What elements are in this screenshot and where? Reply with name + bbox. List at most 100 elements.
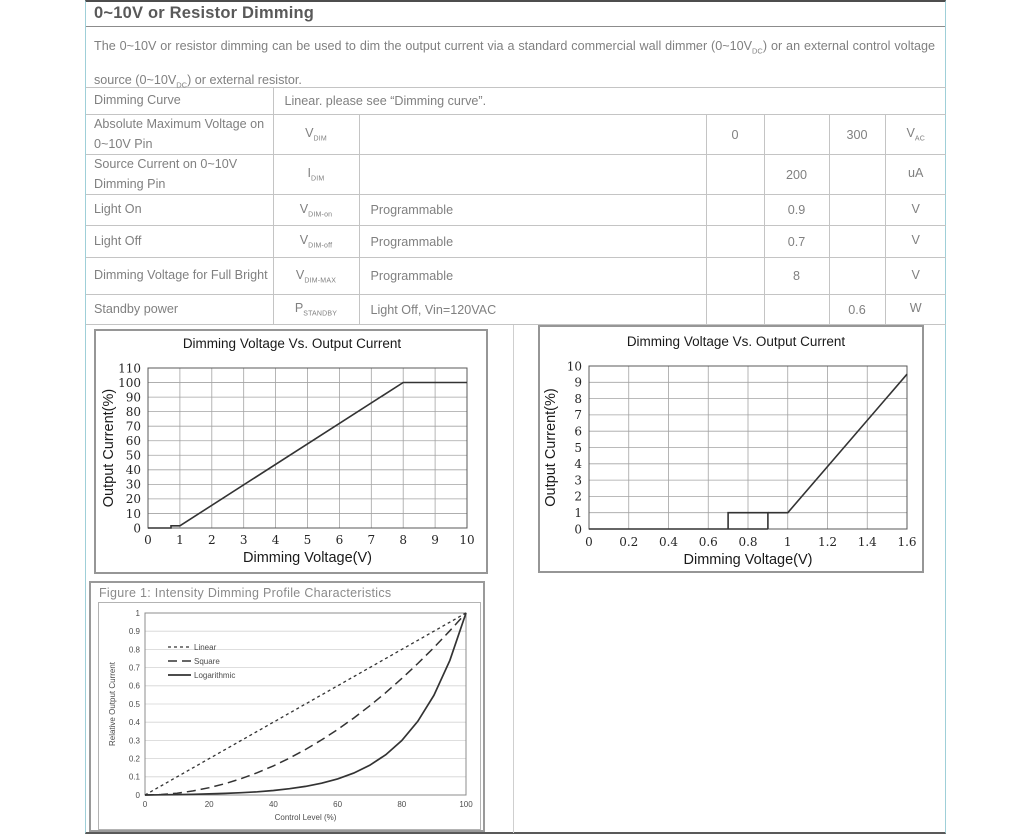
- typ-cell: [763, 113, 830, 156]
- figure-row: Figure 1: Intensity Dimming Profile Char…: [86, 575, 945, 834]
- svg-text:50: 50: [126, 449, 141, 463]
- subscript-dc: DC: [752, 46, 763, 56]
- svg-text:0.6: 0.6: [699, 535, 718, 549]
- condition-cell: [358, 154, 707, 196]
- symbol-cell: VDIM-off: [272, 225, 360, 259]
- condition-cell: Programmable: [358, 194, 707, 227]
- param-cell: Light On: [86, 194, 274, 227]
- param-cell: Source Current on 0~10V Dimming Pin: [86, 154, 274, 196]
- svg-text:10: 10: [126, 507, 141, 521]
- charts-row: 0 1 2 3 4 5 6 7 8 9 10 0 10 20 30 40 50 60 70 80 90 100 110 Dim…: [86, 325, 945, 576]
- unit-cell: V: [884, 257, 946, 296]
- param-cell: Standby power: [86, 294, 274, 326]
- svg-text:0: 0: [585, 535, 593, 549]
- unit: V: [911, 233, 920, 248]
- symbol: V: [299, 233, 309, 248]
- min-cell: [705, 294, 765, 326]
- svg-text:4: 4: [574, 457, 582, 471]
- svg-text:40: 40: [269, 800, 278, 809]
- condition-cell: [358, 113, 707, 156]
- symbol-subscript: DIM-on: [308, 211, 333, 219]
- svg-text:Linear: Linear: [194, 643, 217, 652]
- symbol: V: [299, 201, 309, 216]
- description-paragraph: The 0~10V or resistor dimming can be use…: [86, 27, 945, 90]
- param-cell: Absolute Maximum Voltage on 0~10V Pin: [86, 113, 274, 156]
- table-row: Absolute Maximum Voltage on 0~10V Pin VD…: [86, 113, 946, 156]
- table-row: Source Current on 0~10V Dimming Pin IDIM…: [86, 154, 946, 196]
- symbol-cell: PSTANDBY: [272, 294, 360, 326]
- condition-cell: Programmable: [358, 225, 707, 259]
- table-row: Standby power PSTANDBY Light Off, Vin=12…: [86, 294, 946, 326]
- typ-cell: 0.9: [763, 194, 830, 227]
- svg-text:2: 2: [574, 490, 582, 504]
- intensity-dimming-profile-chart: 0 20 40 60 80 100 0 0.1 0.2 0.3 0.4 0.5 0.6 0.7 0.8 0.9…: [108, 609, 473, 822]
- unit: V: [911, 201, 920, 216]
- svg-text:0.2: 0.2: [619, 535, 638, 549]
- unit-cell: V: [884, 225, 946, 259]
- svg-text:0: 0: [144, 533, 152, 547]
- figure-1-title: Figure 1: Intensity Dimming Profile Char…: [99, 586, 392, 601]
- symbol-subscript: STANDBY: [303, 310, 338, 318]
- table-row: Light On VDIM-on Programmable 0.9 V: [86, 194, 946, 227]
- symbol-subscript: DIM-MAX: [304, 277, 337, 285]
- max-cell: 300: [828, 113, 886, 156]
- svg-text:1: 1: [176, 533, 184, 547]
- min-cell: [705, 257, 765, 296]
- svg-text:Control Level (%): Control Level (%): [275, 813, 337, 822]
- dimming-voltage-vs-output-current-zoom-chart: 0 0.2 0.4 0.6 0.8 1 1.2 1.4 1.6 0 1 2 3 4 5 6 7 8 9 10 Dimmi…: [543, 334, 917, 568]
- typ-cell: 8: [763, 257, 830, 296]
- unit: V: [906, 126, 915, 141]
- svg-text:9: 9: [574, 376, 582, 390]
- svg-text:0: 0: [143, 800, 148, 809]
- typ-cell: [763, 294, 830, 326]
- param-cell: Dimming Voltage for Full Bright: [86, 257, 274, 296]
- unit: V: [911, 267, 920, 282]
- svg-text:0.9: 0.9: [129, 627, 141, 636]
- condition-cell: Light Off, Vin=120VAC: [358, 294, 707, 326]
- svg-text:0: 0: [136, 791, 141, 800]
- svg-text:30: 30: [126, 478, 141, 492]
- unit-subscript: AC: [914, 135, 926, 143]
- svg-text:Logarithmic: Logarithmic: [194, 671, 235, 680]
- unit: W: [909, 301, 922, 316]
- svg-text:1.2: 1.2: [818, 535, 837, 549]
- svg-text:0.5: 0.5: [129, 700, 141, 709]
- max-cell: 0.6: [828, 294, 886, 326]
- svg-text:110: 110: [118, 361, 141, 375]
- svg-text:Output Current(%): Output Current(%): [101, 389, 117, 507]
- symbol-subscript: DIM: [313, 135, 327, 143]
- svg-text:8: 8: [399, 533, 407, 547]
- svg-text:20: 20: [126, 492, 141, 506]
- svg-text:9: 9: [431, 533, 439, 547]
- typ-cell: 200: [763, 154, 830, 196]
- page-content: 0~10V or Resistor Dimming The 0~10V or r…: [85, 0, 946, 834]
- symbol: V: [295, 267, 305, 282]
- svg-text:Dimming Voltage(V): Dimming Voltage(V): [684, 552, 813, 568]
- unit-cell: V: [884, 194, 946, 227]
- symbol-cell: VDIM: [272, 113, 360, 156]
- svg-text:0: 0: [133, 521, 141, 535]
- subscript-dc: DC: [176, 80, 188, 90]
- typ-cell: 0.7: [763, 225, 830, 259]
- svg-text:6: 6: [574, 425, 582, 439]
- description-text: ) or external resistor.: [187, 72, 302, 87]
- svg-text:Relative Output Current: Relative Output Current: [108, 661, 117, 746]
- svg-text:10: 10: [459, 533, 474, 547]
- svg-text:6: 6: [336, 533, 344, 547]
- svg-text:0.1: 0.1: [129, 773, 141, 782]
- svg-text:4: 4: [272, 533, 280, 547]
- table-row: Light Off VDIM-off Programmable 0.7 V: [86, 225, 946, 259]
- description-text: ) or an external control voltage source …: [94, 39, 935, 87]
- min-cell: [705, 154, 765, 196]
- unit-cell: W: [884, 294, 946, 326]
- svg-text:100: 100: [118, 376, 141, 390]
- svg-text:0.3: 0.3: [129, 736, 141, 745]
- svg-text:1.6: 1.6: [897, 535, 916, 549]
- svg-text:Output Current(%): Output Current(%): [543, 388, 559, 506]
- table-row: Dimming Voltage for Full Bright VDIM-MAX…: [86, 257, 946, 296]
- svg-text:0.8: 0.8: [129, 645, 141, 654]
- param-cell: Light Off: [86, 225, 274, 259]
- svg-text:0.7: 0.7: [129, 664, 141, 673]
- unit-cell: VAC: [884, 113, 946, 156]
